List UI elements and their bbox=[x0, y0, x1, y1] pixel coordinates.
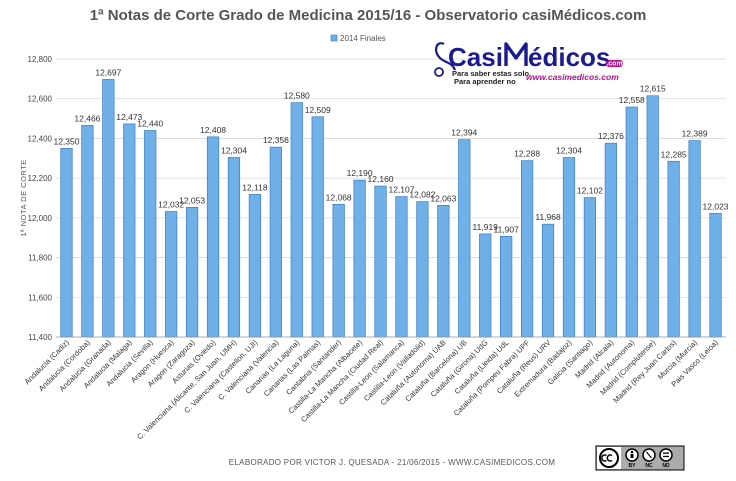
y-tick-label: 12,600 bbox=[28, 95, 53, 104]
bar bbox=[604, 142, 617, 338]
bar bbox=[646, 95, 659, 338]
data-label: 12,304 bbox=[556, 145, 582, 155]
logo-text-edicos: édicos bbox=[528, 42, 610, 72]
stethoscope-icon bbox=[434, 42, 457, 71]
bar bbox=[562, 157, 576, 338]
x-axis-labels: Andalucia (Cadiz)Andalucia (Cordoba)Anda… bbox=[23, 338, 721, 442]
data-label: 12,394 bbox=[451, 128, 477, 138]
bar bbox=[374, 185, 387, 338]
logo-tagline-2: Para aprender no bbox=[454, 77, 516, 86]
data-label: 12,304 bbox=[221, 145, 247, 155]
data-label: 12,558 bbox=[619, 95, 645, 105]
data-label: 12,032 bbox=[158, 200, 184, 210]
cc-icon bbox=[599, 448, 619, 468]
bar bbox=[541, 223, 555, 338]
bar bbox=[709, 212, 722, 338]
data-label: 12,285 bbox=[661, 149, 687, 159]
data-label: 12,118 bbox=[242, 182, 268, 192]
data-label: 11,919 bbox=[473, 222, 499, 232]
y-tick-label: 12,200 bbox=[28, 174, 53, 183]
data-label: 12,356 bbox=[263, 135, 289, 145]
data-label: 12,473 bbox=[116, 112, 142, 122]
bar bbox=[520, 160, 534, 338]
y-tick-label: 11,400 bbox=[28, 333, 52, 342]
data-labels: 12,35012,46612,69712,47312,44012,03212,0… bbox=[53, 67, 728, 234]
cc-nc-label: NC bbox=[645, 463, 653, 469]
bar bbox=[667, 160, 680, 338]
bar bbox=[353, 179, 366, 338]
bar bbox=[479, 233, 492, 338]
data-label: 11,968 bbox=[535, 212, 561, 222]
data-label: 12,023 bbox=[703, 201, 729, 211]
bar bbox=[123, 123, 136, 338]
bar bbox=[416, 201, 429, 338]
bar bbox=[458, 139, 471, 338]
data-label: 12,408 bbox=[200, 125, 226, 135]
data-label: 12,580 bbox=[284, 91, 310, 101]
legend-swatch bbox=[330, 34, 338, 42]
bar bbox=[500, 235, 513, 338]
bar bbox=[311, 116, 324, 338]
y-tick-label: 11,800 bbox=[28, 254, 52, 263]
bar bbox=[227, 157, 241, 338]
data-label: 12,509 bbox=[305, 105, 331, 115]
data-label: 12,160 bbox=[368, 174, 394, 184]
bar bbox=[102, 79, 115, 338]
cc-nd-label: ND bbox=[662, 463, 670, 469]
cc-by-label: BY bbox=[629, 463, 637, 469]
bar bbox=[81, 124, 94, 338]
casimedicos-logo: Casi édicos .com Para saber estas solo. … bbox=[434, 42, 623, 86]
logo-url: www.casimedicos.com bbox=[526, 72, 619, 82]
logo-com-badge bbox=[606, 60, 623, 67]
chart-title: 1ª Notas de Corte Grado de Medicina 2015… bbox=[90, 7, 647, 24]
bar bbox=[395, 196, 408, 338]
data-label: 12,063 bbox=[430, 193, 456, 203]
bar bbox=[185, 206, 199, 338]
y-axis-ticks: 11,400 11,600 11,800 12,000 12,200 12,400 12,6… bbox=[28, 55, 53, 342]
data-label: 12,440 bbox=[137, 118, 163, 128]
data-label: 12,068 bbox=[326, 192, 352, 202]
bar bbox=[269, 146, 282, 338]
data-label: 12,376 bbox=[598, 131, 624, 141]
y-tick-label: 12,400 bbox=[28, 134, 53, 143]
data-label: 12,389 bbox=[682, 129, 708, 139]
bar bbox=[688, 140, 701, 338]
data-label: 12,053 bbox=[179, 195, 205, 205]
nd-icon bbox=[659, 448, 673, 462]
bar bbox=[144, 130, 157, 338]
y-axis-label: 1ª NOTA DE CORTE bbox=[19, 159, 28, 237]
data-label: 12,615 bbox=[640, 84, 666, 94]
data-label: 12,102 bbox=[577, 186, 603, 196]
data-label: 12,107 bbox=[388, 185, 414, 195]
data-label: 12,350 bbox=[53, 136, 79, 146]
bar bbox=[583, 197, 597, 338]
bar bbox=[332, 204, 345, 338]
bar bbox=[165, 211, 178, 338]
legend: 2014 Finales bbox=[330, 34, 386, 43]
stethoscope-chest-icon bbox=[434, 67, 444, 77]
data-label: 12,082 bbox=[409, 190, 435, 200]
y-tick-label: 12,800 bbox=[28, 55, 53, 64]
data-label: 12,466 bbox=[74, 113, 100, 123]
cc-license-badge: BY NC ND bbox=[595, 445, 685, 471]
data-label: 12,190 bbox=[347, 168, 373, 178]
legend-label: 2014 Finales bbox=[340, 34, 386, 43]
logo-tagline-1: Para saber estas solo. bbox=[452, 69, 531, 78]
bar bbox=[60, 148, 73, 338]
y-tick-label: 12,000 bbox=[28, 214, 53, 223]
bar bbox=[625, 106, 638, 338]
data-label: 12,288 bbox=[514, 149, 540, 159]
bar bbox=[248, 194, 262, 338]
data-label: 11,907 bbox=[493, 224, 519, 234]
logo-text-casi: Casi bbox=[448, 42, 503, 72]
bar bbox=[437, 204, 450, 338]
y-tick-label: 11,600 bbox=[28, 293, 52, 302]
bar bbox=[206, 136, 220, 338]
logo-m-letter bbox=[504, 42, 528, 66]
bar bbox=[290, 102, 303, 338]
data-label: 12,697 bbox=[95, 67, 121, 77]
logo-com-text: .com bbox=[606, 61, 622, 68]
footer-credit: ELABORADO POR VICTOR J. QUESADA - 21/06/… bbox=[229, 458, 555, 467]
